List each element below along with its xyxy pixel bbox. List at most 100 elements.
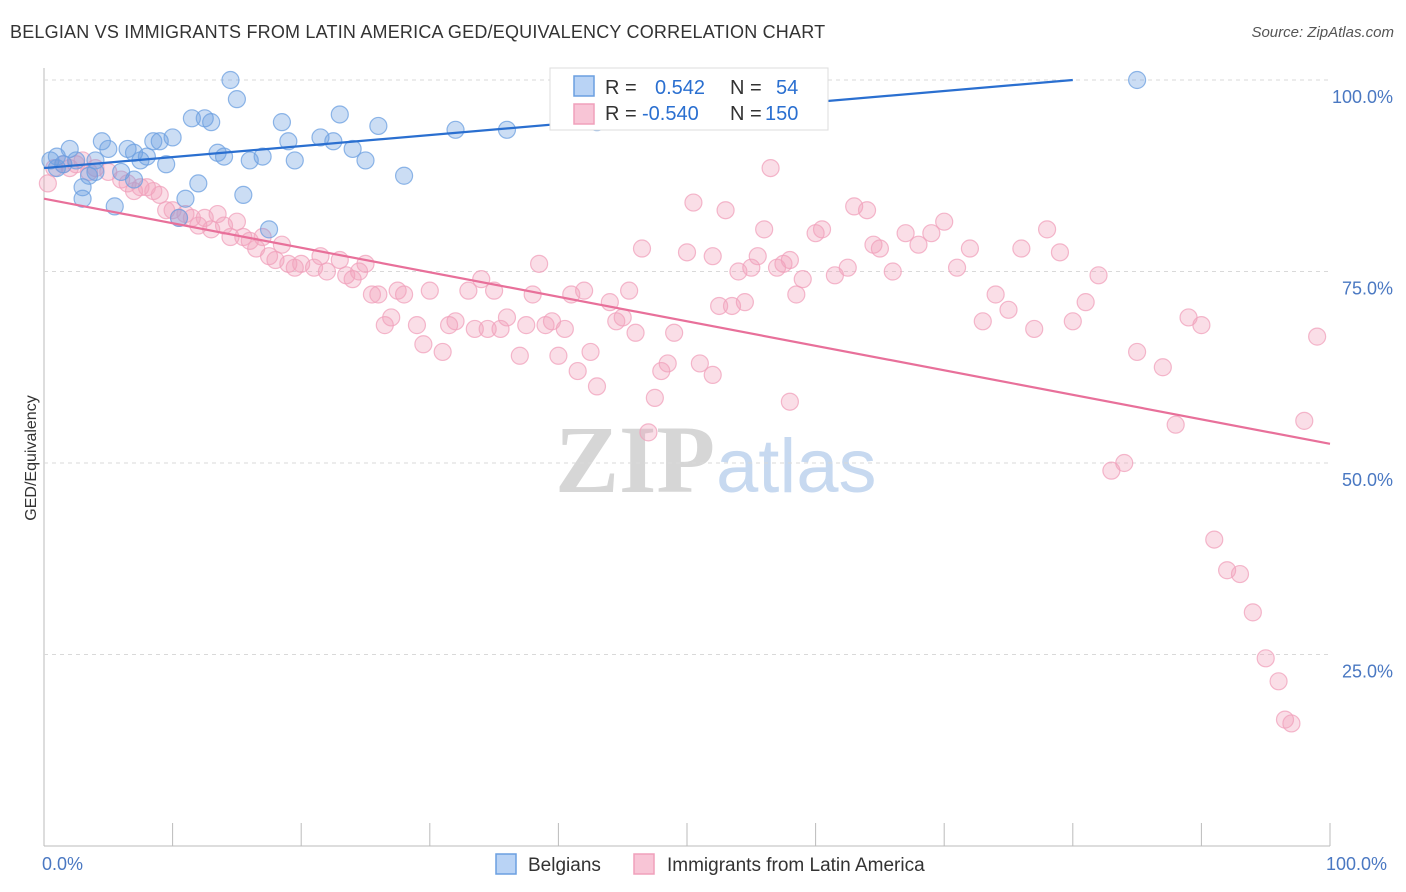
data-point xyxy=(947,258,967,277)
data-point xyxy=(812,220,832,239)
stats-n-value-2: 150 xyxy=(765,103,798,125)
data-point xyxy=(414,335,433,354)
x-tick-label-max: 100.0% xyxy=(1326,854,1387,874)
data-point xyxy=(317,262,337,281)
data-point xyxy=(780,392,799,411)
data-point xyxy=(1256,649,1275,668)
data-point xyxy=(632,239,652,258)
data-point xyxy=(896,224,915,243)
data-point xyxy=(1063,312,1082,331)
data-point xyxy=(568,361,587,381)
data-point xyxy=(716,201,735,220)
data-point xyxy=(1166,415,1185,434)
data-point xyxy=(1192,316,1211,335)
data-point xyxy=(909,235,928,254)
data-point xyxy=(1269,672,1288,691)
data-point xyxy=(272,113,292,132)
chart-title: BELGIAN VS IMMIGRANTS FROM LATIN AMERICA… xyxy=(10,22,826,42)
data-point xyxy=(1205,530,1224,549)
data-point xyxy=(1230,564,1250,584)
data-point xyxy=(1076,293,1095,312)
data-point xyxy=(999,300,1018,319)
source-label: Source: ZipAtlas.com xyxy=(1251,24,1394,41)
data-point xyxy=(710,296,729,316)
data-point xyxy=(684,193,703,212)
data-point xyxy=(253,147,272,166)
data-point xyxy=(343,139,362,159)
data-point xyxy=(356,151,375,170)
stats-r-label-2: R = xyxy=(605,103,637,125)
legend-swatch-latin xyxy=(633,853,655,875)
data-point xyxy=(157,155,176,174)
data-point xyxy=(1037,220,1057,239)
data-point xyxy=(497,308,517,327)
stats-r-value-1: 0.542 xyxy=(655,77,705,99)
data-point xyxy=(523,285,542,304)
data-point xyxy=(780,250,799,270)
data-point xyxy=(99,139,118,159)
data-point xyxy=(176,189,195,208)
y-axis-title: GED/Equivalency xyxy=(23,395,40,520)
data-point xyxy=(1089,266,1108,285)
legend-label-latin: Immigrants from Latin America xyxy=(667,855,925,876)
data-point xyxy=(973,312,992,331)
data-point xyxy=(86,162,105,182)
data-point xyxy=(182,109,201,128)
data-point xyxy=(279,132,298,151)
data-point xyxy=(382,308,401,327)
data-point xyxy=(883,262,902,281)
data-point xyxy=(1153,358,1172,377)
data-point xyxy=(755,220,774,239)
data-point xyxy=(1243,603,1262,622)
legend-label-belgians: Belgians xyxy=(528,855,601,876)
y-tick-label: 75.0% xyxy=(1342,279,1393,299)
data-point xyxy=(1012,239,1031,258)
data-point xyxy=(137,147,156,166)
stats-n-label-2: N = xyxy=(730,103,762,125)
data-point xyxy=(555,319,574,339)
data-point xyxy=(394,285,414,304)
data-point xyxy=(626,323,645,342)
data-point xyxy=(793,270,812,289)
data-point xyxy=(330,105,349,124)
data-point xyxy=(234,185,253,204)
data-point xyxy=(478,319,497,339)
data-point xyxy=(838,258,857,277)
data-point xyxy=(227,90,246,109)
stats-r-value-2: -0.540 xyxy=(642,103,699,125)
data-point xyxy=(613,308,632,327)
data-point xyxy=(124,170,144,189)
stats-n-label-1: N = xyxy=(730,77,762,99)
data-point xyxy=(639,423,658,442)
data-point xyxy=(369,285,388,304)
latin-trend-line xyxy=(43,197,1331,445)
data-point xyxy=(433,342,452,362)
data-point xyxy=(169,208,189,227)
data-point xyxy=(870,239,890,258)
watermark-zip: ZIP xyxy=(555,406,715,513)
data-point xyxy=(677,243,697,262)
data-point xyxy=(549,346,568,365)
data-point xyxy=(60,139,79,159)
data-point xyxy=(446,120,465,139)
y-tick-labels: 25.0% 50.0% 75.0% 100.0% xyxy=(1332,87,1393,682)
data-point xyxy=(465,319,484,339)
data-point xyxy=(1127,70,1147,90)
data-point xyxy=(459,281,478,300)
data-point xyxy=(1115,453,1134,473)
trend-lines xyxy=(43,78,1331,445)
gridlines xyxy=(44,79,1330,655)
legend-swatch-belgians xyxy=(495,853,517,875)
data-point xyxy=(658,354,677,373)
data-point xyxy=(202,113,221,132)
data-point xyxy=(787,285,806,304)
data-point xyxy=(369,116,388,136)
stats-r-label-1: R = xyxy=(605,77,637,99)
data-point xyxy=(1295,411,1314,430)
data-point xyxy=(645,388,664,407)
data-point xyxy=(690,354,709,373)
data-point xyxy=(259,220,279,239)
data-point xyxy=(221,70,240,90)
data-point xyxy=(407,316,427,335)
